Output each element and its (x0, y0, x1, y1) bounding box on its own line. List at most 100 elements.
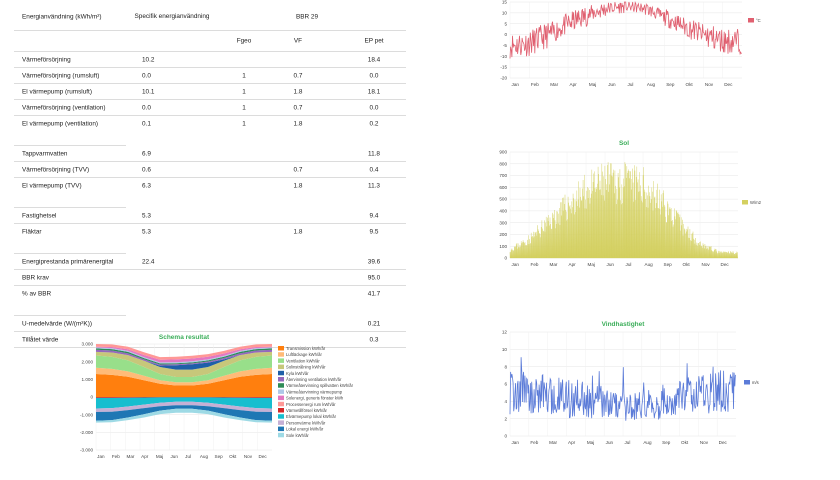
y-tick-label: 300 (499, 220, 507, 225)
row-label: El värmepump (rumsluft) (22, 88, 92, 95)
row-label: Värmeförsörjning (ventilation) (22, 104, 106, 111)
y-tick-label: 200 (499, 232, 507, 237)
legend-label: Solenergi, generis fönster kWh (286, 396, 344, 401)
row-ep: 0.4 (369, 166, 379, 173)
row-specific: 0.6 (142, 166, 151, 173)
header-vf: VF (293, 37, 303, 45)
legend-label: Återvinning ventilation kWh/år (286, 377, 342, 382)
row-fgeo: 1 (242, 120, 246, 127)
x-tick-label: Apr (570, 82, 578, 87)
legend-label: Värmeåtervinning värmepump (286, 389, 343, 394)
x-tick-label: Apr (569, 262, 577, 267)
legend-swatch (278, 370, 284, 376)
legend-swatch (278, 352, 284, 357)
x-tick-label: Aug (643, 440, 652, 445)
header-energy-label: Energianvändning (kWh/m²) (22, 13, 102, 21)
table-gap (14, 131, 406, 146)
legend-swatch (278, 420, 284, 425)
row-label: Fastighetsel (22, 212, 57, 219)
schema-chart-svg: Schema resultat -3.000 -2.000 -1.000 0 1.000 2… (80, 334, 354, 459)
y-tick-label: 0 (90, 395, 93, 400)
x-tick-label: Dec (721, 262, 730, 267)
row-specific: 5.3 (142, 212, 151, 219)
row-ep: 0.0 (369, 104, 379, 111)
x-tick-label: Jul (626, 262, 632, 267)
table-gap (14, 193, 406, 208)
header-ep: EP pet (364, 37, 384, 45)
row-label: Tillåtet värde (22, 336, 59, 343)
vind-chart: Vindhastighet 0 2 4 6 8 10 12 Jan Feb Mar Apr Maj Jun… (492, 316, 792, 456)
legend-swatch (278, 358, 284, 363)
x-tick-label: Maj (589, 82, 596, 87)
header-specific-label: Specifik energianvändning (134, 13, 210, 20)
x-tick-label: Jun (607, 262, 615, 267)
y-tick-label: 900 (499, 150, 507, 155)
row-label: % av BBR (22, 290, 52, 297)
x-tick-label: Mar (550, 82, 558, 87)
row-ep: 39.6 (367, 258, 381, 265)
row-ep: 0.21 (367, 320, 381, 327)
row-ep: 0.3 (369, 336, 379, 343)
schema-series-area (96, 348, 272, 365)
row-specific: 10.1 (142, 88, 155, 95)
row-label: Värmeförsörjning (TVV) (22, 166, 90, 173)
legend-swatch (278, 383, 284, 388)
legend-swatch (278, 346, 284, 351)
sol-area (509, 162, 738, 259)
table-divider (14, 207, 126, 208)
row-label: Tappvarmvatten (22, 150, 68, 157)
legend-label: Kyla kWh/år (286, 371, 309, 376)
x-tick-label: Jan (97, 454, 105, 459)
x-tick-label: Jun (606, 440, 614, 445)
table-row: Värmeförsörjning (TVV) 0.6 0.7 0.4 (14, 162, 406, 178)
table-divider (14, 145, 126, 146)
table-header-row: Energianvändning (kWh/m²) Specifik energ… (14, 4, 406, 31)
y-tick-label: -20 (500, 76, 507, 81)
row-ep: 95.0 (367, 274, 381, 281)
row-label: Fläktar (22, 228, 42, 235)
legend-label: Sole kWh/år (286, 433, 309, 438)
row-label: Värmeförsörjning (rumsluft) (22, 72, 100, 79)
x-tick-label: Jan (512, 440, 520, 445)
legend-label: Solinstrålning kWh/år (286, 365, 326, 370)
x-tick-label: Okt (229, 454, 237, 459)
row-ep: 11.8 (368, 150, 380, 157)
table-row: El värmepump (TVV) 6.3 1.8 11.3 (14, 178, 406, 193)
row-specific: 0.0 (142, 72, 151, 79)
row-ep: 9.5 (369, 228, 379, 235)
y-tick-label: 800 (499, 161, 507, 166)
legend-swatch (278, 395, 284, 401)
row-specific: 10.2 (142, 56, 155, 63)
y-tick-label: 500 (499, 197, 507, 202)
x-tick-label: Maj (587, 440, 594, 445)
row-ep: 41.7 (367, 290, 381, 297)
x-tick-label: Aug (647, 82, 656, 87)
x-tick-label: Jul (185, 454, 191, 459)
table-row: El värmepump (ventilation) 0.1 1 1.8 0.2 (14, 116, 406, 131)
y-tick-label: -1.000 (80, 412, 93, 417)
table-divider (14, 253, 126, 254)
row-specific: 0.1 (142, 120, 151, 127)
vind-title: Vindhastighet (602, 321, 646, 328)
table-row: Fastighetsel 5.3 9.4 (14, 208, 406, 224)
y-tick-label: -5 (503, 43, 508, 48)
y-tick-label: -10 (500, 54, 507, 59)
legend-swatch (744, 380, 750, 385)
schema-series-area (96, 405, 272, 421)
schema-series-area (96, 408, 272, 423)
row-label: El värmepump (ventilation) (22, 120, 99, 127)
y-tick-label: 12 (502, 330, 508, 335)
legend-label: Ventilation kWh/år (286, 358, 320, 363)
legend-label: °C (756, 18, 761, 23)
legend-swatch (278, 377, 284, 382)
legend-label: Värmeåtervinning spillvatten kWh/år (286, 383, 354, 388)
schema-series-area (96, 355, 272, 383)
row-label: Värmeförsörjning (22, 56, 71, 63)
y-tick-label: -15 (500, 65, 507, 70)
schema-series-area (96, 346, 272, 363)
row-vf: 1.8 (293, 228, 303, 235)
row-vf: 1.8 (293, 88, 303, 95)
row-fgeo: 1 (242, 88, 246, 95)
table-row: % av BBR 41.7 (14, 286, 406, 301)
schema-series-area (96, 351, 272, 370)
